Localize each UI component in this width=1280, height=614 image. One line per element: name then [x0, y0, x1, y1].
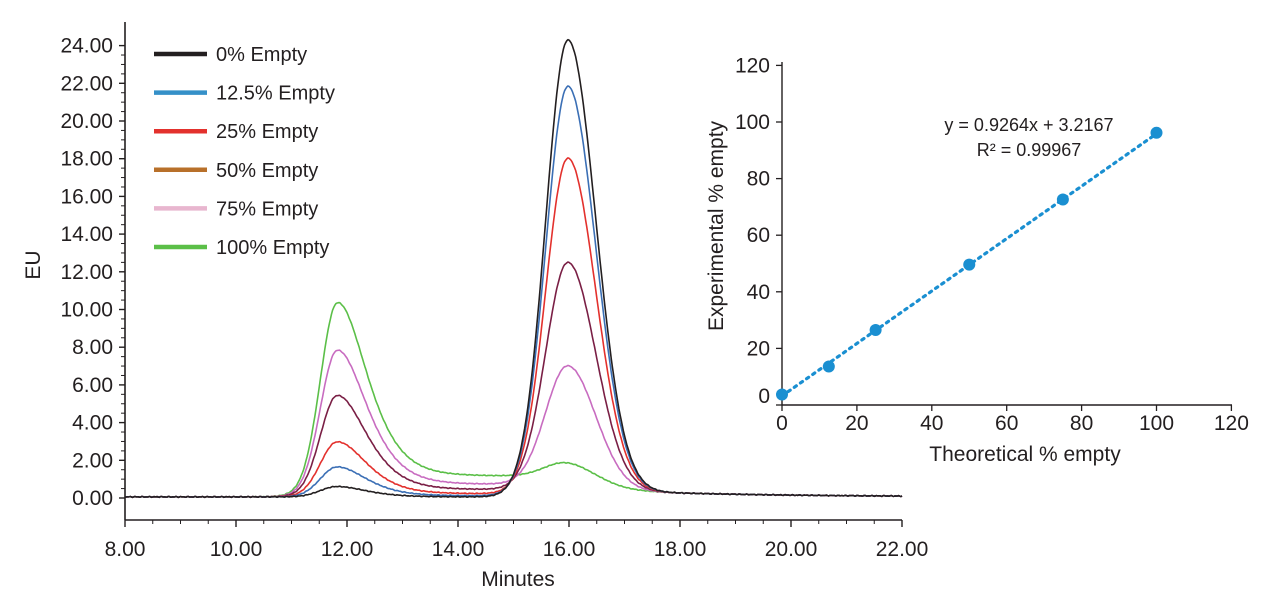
- left-x-tick-label: 18.00: [654, 538, 707, 561]
- left-y-tick-label: 18.00: [60, 148, 113, 171]
- scatter-point: [776, 388, 788, 401]
- right-y-tick-label: 100: [735, 111, 770, 134]
- chromatogram-chart: 0.00 2.00 4.00 6.00 8.00 10.00 12.00 14.00 16.00…: [22, 22, 928, 591]
- legend-label: 12.5% Empty: [216, 83, 335, 105]
- r-squared-label: R² = 0.99967: [977, 140, 1082, 160]
- left-x-ticks: 8.00 10.00 12.00 14.00 16.00 18.00 20.00 22.00: [105, 520, 929, 561]
- left-y-tick-label: 6.00: [72, 374, 113, 397]
- legend-label: 50% Empty: [216, 160, 318, 182]
- left-y-tick-label: 2.00: [72, 449, 113, 472]
- series-line-12-5-empty: [124, 85, 903, 499]
- left-x-tick-label: 20.00: [765, 538, 818, 561]
- left-x-tick-label: 14.00: [432, 538, 485, 561]
- right-y-tick-label: 80: [747, 168, 770, 191]
- left-x-tick-label: 22.00: [876, 538, 929, 561]
- right-x-tick-label: 120: [1214, 412, 1249, 435]
- right-x-tick-label: 20: [845, 412, 868, 435]
- left-x-tick-label: 16.00: [543, 538, 596, 561]
- scatter-points: [776, 126, 1163, 401]
- right-x-ticks: 0 20 40 60 80 100 120: [776, 405, 1249, 435]
- legend: 0% Empty 12.5% Empty 25% Empty 50% Empty 75%…: [154, 44, 335, 259]
- left-y-tick-label: 0.00: [72, 487, 113, 510]
- legend-label: 75% Empty: [216, 198, 318, 220]
- right-y-tick-label: 60: [747, 224, 770, 247]
- right-x-tick-label: 0: [776, 412, 788, 435]
- right-y-tick-label: 120: [735, 54, 770, 77]
- legend-label: 100% Empty: [216, 237, 329, 259]
- chromatogram-series-group: [124, 38, 903, 499]
- right-y-axis-title: Experimental % empty: [705, 120, 728, 331]
- right-x-axis-title: Theoretical % empty: [929, 443, 1121, 466]
- right-y-ticks: 0 20 40 60 80 100 120: [735, 54, 782, 408]
- series-line-100-empty: [124, 301, 903, 499]
- left-y-tick-label: 16.00: [60, 185, 113, 208]
- series-line-0-empty: [124, 38, 903, 499]
- right-x-tick-label: 100: [1139, 412, 1174, 435]
- scatter-point: [869, 324, 882, 337]
- left-y-tick-label: 10.00: [60, 299, 113, 322]
- left-y-tick-label: 24.00: [60, 35, 113, 58]
- scatter-point: [963, 258, 976, 271]
- scatter-point: [1150, 126, 1163, 139]
- right-y-tick-label: 40: [747, 281, 770, 304]
- left-y-ticks: 0.00 2.00 4.00 6.00 8.00 10.00 12.00 14.00 16.00…: [60, 35, 125, 510]
- left-x-tick-label: 8.00: [105, 538, 146, 561]
- left-y-tick-label: 14.00: [60, 223, 113, 246]
- scatter-point: [822, 360, 835, 373]
- left-y-tick-label: 20.00: [60, 110, 113, 133]
- legend-label: 0% Empty: [216, 44, 307, 66]
- trendline-equation: y = 0.9264x + 3.2167: [944, 115, 1113, 135]
- left-x-tick-label: 10.00: [210, 538, 263, 561]
- right-x-tick-label: 40: [920, 412, 943, 435]
- right-y-tick-label: 0: [758, 385, 770, 408]
- left-y-tick-label: 22.00: [60, 72, 113, 95]
- calibration-chart: 0 20 40 60 80 100 120 0 20 40 60 80 100 120 Theoreti…: [705, 54, 1249, 466]
- right-x-tick-label: 60: [995, 412, 1018, 435]
- left-y-axis-title: EU: [22, 250, 45, 279]
- right-y-tick-label: 20: [747, 337, 770, 360]
- left-y-tick-label: 4.00: [72, 412, 113, 435]
- left-y-tick-label: 8.00: [72, 336, 113, 359]
- right-x-tick-label: 80: [1070, 412, 1093, 435]
- series-line-50-empty: [124, 261, 903, 499]
- left-y-tick-label: 12.00: [60, 261, 113, 284]
- left-x-axis-title: Minutes: [481, 568, 555, 591]
- scatter-point: [1056, 193, 1069, 206]
- legend-label: 25% Empty: [216, 121, 318, 143]
- left-x-tick-label: 12.00: [321, 538, 374, 561]
